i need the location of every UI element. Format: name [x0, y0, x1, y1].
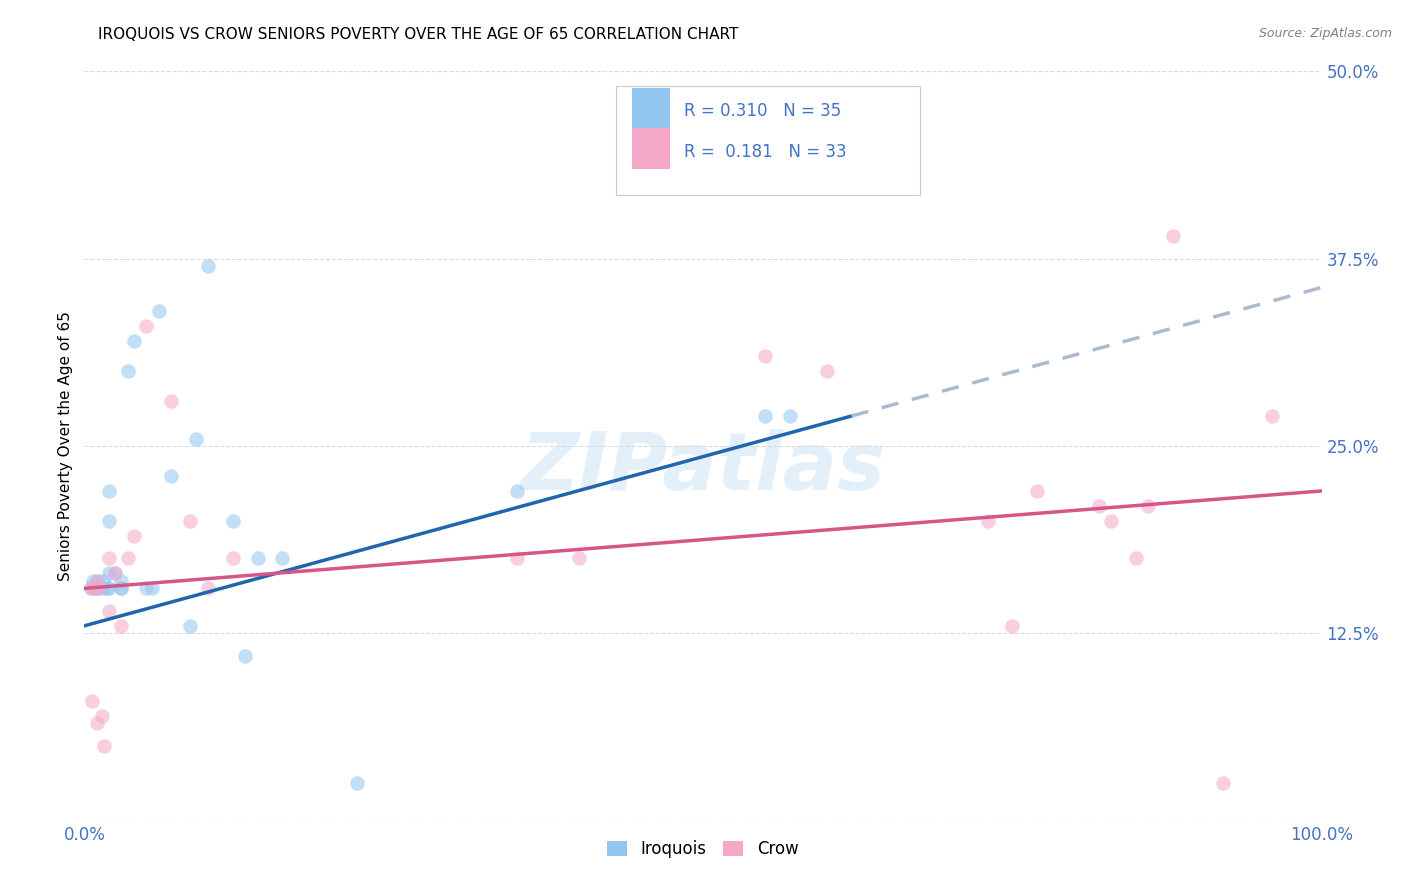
Point: [98, 514, 121, 528]
Point: [1001, 619, 1024, 633]
Point: [79, 582, 101, 596]
Point: [346, 776, 368, 790]
Point: [83, 582, 105, 596]
Point: [754, 409, 776, 423]
Point: [91, 574, 114, 588]
Point: [98, 604, 121, 618]
Point: [91, 582, 114, 596]
Point: [222, 514, 245, 528]
Point: [117, 551, 139, 566]
Point: [122, 334, 145, 348]
Point: [82, 574, 104, 588]
Point: [96, 582, 118, 596]
Point: [233, 648, 256, 663]
Point: [1099, 514, 1122, 528]
Point: [122, 529, 145, 543]
Point: [93, 739, 115, 753]
Point: [135, 319, 157, 334]
Point: [1125, 551, 1147, 566]
Point: [104, 566, 127, 581]
Point: [86, 574, 108, 588]
Point: [98, 483, 121, 498]
Point: [117, 364, 139, 378]
Point: [568, 551, 591, 566]
Y-axis label: Seniors Poverty Over the Age of 65: Seniors Poverty Over the Age of 65: [58, 311, 73, 581]
Text: R = 0.310   N = 35: R = 0.310 N = 35: [685, 102, 842, 120]
Point: [86, 574, 108, 588]
Point: [976, 514, 998, 528]
Point: [506, 483, 529, 498]
Point: [86, 716, 108, 731]
Point: [1261, 409, 1284, 423]
Point: [83, 582, 105, 596]
Point: [148, 304, 170, 318]
Point: [815, 364, 838, 378]
Point: [104, 566, 127, 581]
Point: [98, 566, 121, 581]
Text: Source: ZipAtlas.com: Source: ZipAtlas.com: [1258, 27, 1392, 40]
Text: ZIPatlas: ZIPatlas: [520, 429, 886, 508]
Point: [1161, 229, 1184, 244]
Point: [815, 154, 838, 169]
Point: [271, 551, 294, 566]
Point: [79, 582, 101, 596]
Point: [135, 582, 157, 596]
Point: [1137, 499, 1160, 513]
Point: [246, 551, 269, 566]
Text: IROQUOIS VS CROW SENIORS POVERTY OVER THE AGE OF 65 CORRELATION CHART: IROQUOIS VS CROW SENIORS POVERTY OVER TH…: [98, 27, 738, 42]
Text: R =  0.181   N = 33: R = 0.181 N = 33: [685, 143, 846, 161]
Point: [98, 551, 121, 566]
Bar: [633, 87, 669, 129]
Legend: Iroquois, Crow: Iroquois, Crow: [600, 833, 806, 864]
Point: [110, 619, 132, 633]
Point: [90, 708, 112, 723]
Point: [506, 551, 529, 566]
Point: [179, 619, 201, 633]
Point: [86, 582, 108, 596]
Point: [754, 349, 776, 363]
Point: [1088, 499, 1111, 513]
FancyBboxPatch shape: [616, 87, 920, 195]
Point: [86, 582, 108, 596]
Point: [184, 432, 207, 446]
Point: [179, 514, 201, 528]
Point: [197, 582, 219, 596]
Point: [98, 582, 121, 596]
Point: [222, 551, 245, 566]
Point: [110, 582, 132, 596]
Point: [160, 394, 183, 409]
Bar: [633, 128, 669, 169]
Point: [141, 582, 163, 596]
Point: [110, 582, 132, 596]
Point: [160, 469, 183, 483]
Point: [197, 259, 219, 273]
Point: [89, 582, 111, 596]
Point: [779, 409, 801, 423]
Point: [80, 694, 103, 708]
Point: [1212, 776, 1234, 790]
Point: [110, 574, 132, 588]
Point: [1026, 483, 1049, 498]
